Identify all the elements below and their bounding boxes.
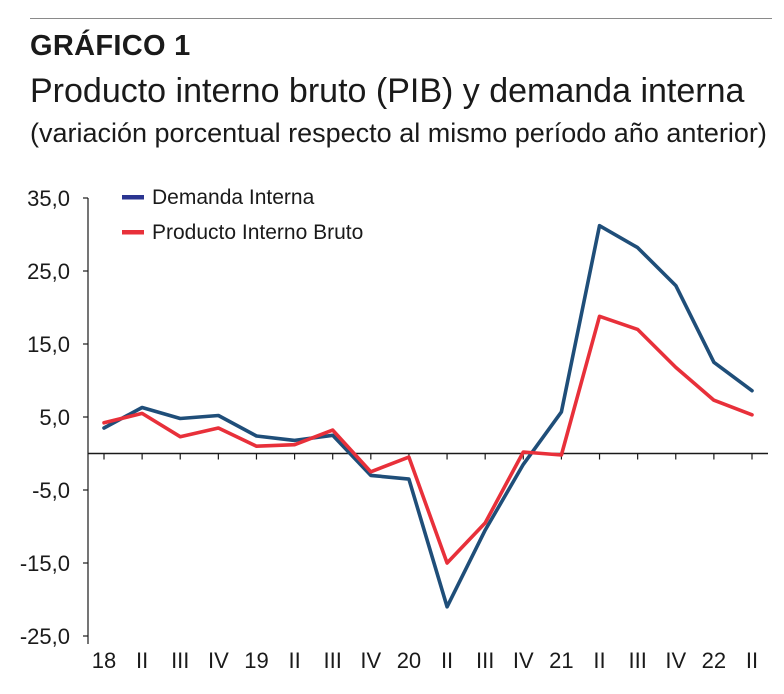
x-tick-label: 19 xyxy=(244,648,268,673)
chart-title: Producto interno bruto (PIB) y demanda i… xyxy=(30,72,745,110)
x-tick-label: II xyxy=(441,648,453,673)
data-point xyxy=(140,406,144,410)
data-point xyxy=(674,284,678,288)
data-point xyxy=(254,444,258,448)
data-point xyxy=(407,477,411,481)
legend-label: Demanda Interna xyxy=(152,186,315,209)
data-point xyxy=(178,435,182,439)
x-tick-label: II xyxy=(593,648,605,673)
data-point xyxy=(521,450,525,454)
series-demanda-interna xyxy=(102,223,754,609)
data-point xyxy=(140,411,144,415)
x-tick-label: IV xyxy=(665,648,686,673)
data-point xyxy=(102,421,106,425)
data-point xyxy=(369,473,373,477)
data-point xyxy=(216,426,220,430)
series-line xyxy=(102,314,754,565)
data-point xyxy=(293,438,297,442)
x-tick-label: II xyxy=(288,648,300,673)
data-point xyxy=(216,414,220,418)
data-point xyxy=(178,416,182,420)
legend-label: Producto Interno Bruto xyxy=(152,221,363,244)
data-point xyxy=(445,561,449,565)
y-tick-label: 15,0 xyxy=(27,332,70,357)
legend-swatch xyxy=(122,195,144,200)
data-point xyxy=(636,246,640,250)
data-point xyxy=(636,327,640,331)
figure-label: GRÁFICO 1 xyxy=(30,30,191,62)
x-tick-label: III xyxy=(171,648,189,673)
x-tick-label: II xyxy=(746,648,758,673)
data-point xyxy=(483,521,487,525)
data-point xyxy=(254,434,258,438)
data-point xyxy=(407,455,411,459)
data-point xyxy=(445,605,449,609)
chart-axes: 35,025,015,05,0-5,0-15,0-25,018 II III IV 19… xyxy=(20,186,768,673)
x-tick-label: III xyxy=(476,648,494,673)
series-layer xyxy=(102,223,754,609)
y-tick-label: -25,0 xyxy=(20,624,70,649)
data-point xyxy=(559,410,563,414)
series-pib xyxy=(102,314,754,565)
x-tick-label: IV xyxy=(513,648,534,673)
data-point xyxy=(293,443,297,447)
data-point xyxy=(750,413,754,417)
series-line xyxy=(102,223,754,609)
y-tick-label: -5,0 xyxy=(32,478,70,503)
y-tick-label: 35,0 xyxy=(27,186,70,211)
y-tick-label: 5,0 xyxy=(39,405,70,430)
data-point xyxy=(674,365,678,369)
data-point xyxy=(521,462,525,466)
chart-legend: Demanda Interna Producto Interno Bruto xyxy=(122,186,363,244)
x-tick-label: 20 xyxy=(397,648,421,673)
data-point xyxy=(102,426,106,430)
data-point xyxy=(369,470,373,474)
x-tick-label: 18 xyxy=(92,648,116,673)
data-point xyxy=(712,360,716,364)
chart-subtitle: (variación porcentual respecto al mismo … xyxy=(30,118,767,148)
data-point xyxy=(483,528,487,532)
data-point xyxy=(598,224,602,228)
x-tick-label: III xyxy=(628,648,646,673)
data-point xyxy=(598,314,602,318)
x-tick-label: IV xyxy=(360,648,381,673)
legend-swatch xyxy=(122,230,144,235)
x-tick-label: 22 xyxy=(702,648,726,673)
data-point xyxy=(712,398,716,402)
x-tick-label: II xyxy=(136,648,148,673)
data-point xyxy=(750,389,754,393)
y-tick-label: -15,0 xyxy=(20,551,70,576)
data-point xyxy=(559,453,563,457)
y-tick-label: 25,0 xyxy=(27,259,70,284)
top-rule xyxy=(30,18,772,19)
x-tick-label: III xyxy=(324,648,342,673)
x-tick-label: IV xyxy=(208,648,229,673)
data-point xyxy=(331,428,335,432)
x-tick-label: 21 xyxy=(549,648,573,673)
